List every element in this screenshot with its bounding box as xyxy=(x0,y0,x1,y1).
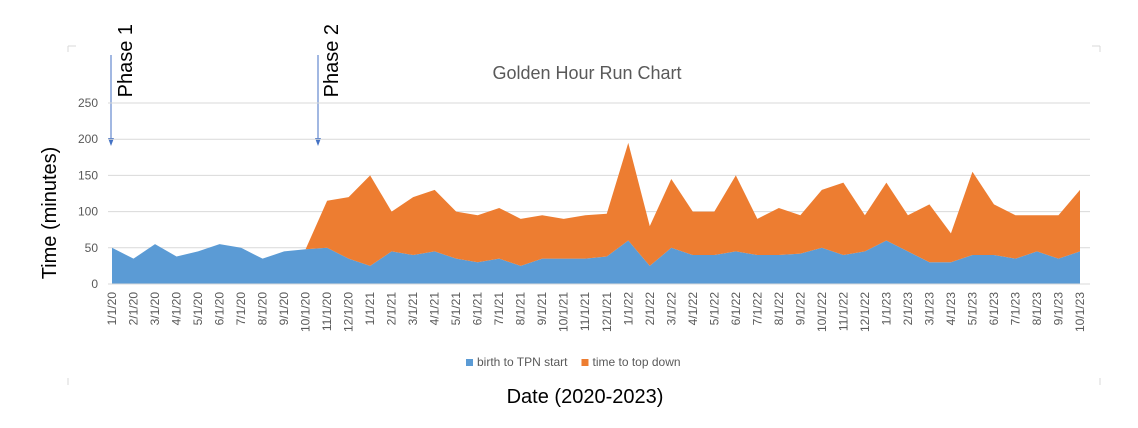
x-tick-label: 1/1/20 xyxy=(105,292,119,326)
x-tick-label: 11/1/21 xyxy=(578,292,592,331)
area xyxy=(112,142,1080,266)
x-tick-label: 5/1/23 xyxy=(965,292,979,326)
y-tick-label: 150 xyxy=(78,168,98,182)
legend-swatch xyxy=(466,359,473,366)
x-tick-label: 5/1/22 xyxy=(707,292,721,326)
x-axis-label: Date (2020-2023) xyxy=(507,386,664,408)
y-tick-label: 250 xyxy=(78,96,98,110)
x-tick-label: 9/1/20 xyxy=(277,292,291,326)
x-tick-label: 5/1/21 xyxy=(449,292,463,326)
x-tick-label: 8/1/20 xyxy=(256,292,270,326)
x-tick-label: 6/1/20 xyxy=(213,292,227,326)
phase-2-label: Phase 2 xyxy=(321,24,343,97)
x-tick-label: 2/1/20 xyxy=(127,292,141,326)
area xyxy=(112,240,1080,284)
x-tick-label: 2/1/22 xyxy=(643,292,657,326)
x-tick-label: 8/1/22 xyxy=(772,292,786,326)
x-tick-label: 11/1/22 xyxy=(836,292,850,331)
x-tick-label: 8/1/23 xyxy=(1030,292,1044,326)
x-tick-label: 6/1/22 xyxy=(729,292,743,326)
x-tick-label: 1/1/23 xyxy=(879,292,893,326)
legend-label: time to top down xyxy=(592,355,680,369)
x-tick-label: 10/1/20 xyxy=(299,292,313,332)
x-tick-label: 3/1/22 xyxy=(664,292,678,326)
phase-1-arrow xyxy=(108,55,114,146)
x-tick-label: 7/1/20 xyxy=(234,292,248,326)
x-tick-label: 7/1/22 xyxy=(750,292,764,326)
x-tick-label: 9/1/22 xyxy=(793,292,807,326)
x-tick-label: 12/1/22 xyxy=(858,292,872,332)
frame-corners xyxy=(67,45,1101,385)
x-tick-label: 3/1/21 xyxy=(406,292,420,326)
x-tick-label: 5/1/20 xyxy=(191,292,205,326)
x-tick-label: 4/1/22 xyxy=(686,292,700,326)
x-tick-label: 12/1/20 xyxy=(342,292,356,332)
x-tick-label: 1/1/22 xyxy=(621,292,635,326)
phase-1-label: Phase 1 xyxy=(115,24,137,97)
chart-title: Golden Hour Run Chart xyxy=(492,63,681,83)
x-tick-label: 9/1/23 xyxy=(1051,292,1065,326)
x-tick-label: 8/1/21 xyxy=(514,292,528,326)
legend-label: birth to TPN start xyxy=(477,355,568,369)
x-tick-label: 10/1/21 xyxy=(557,292,571,332)
x-tick-label: 4/1/20 xyxy=(170,292,184,326)
y-tick-label: 200 xyxy=(78,132,98,146)
x-tick-label: 10/1/23 xyxy=(1073,292,1087,332)
x-tick-label: 12/1/21 xyxy=(600,292,614,332)
x-tick-label: 11/1/20 xyxy=(320,292,334,331)
x-tick-label: 2/1/21 xyxy=(385,292,399,326)
phase-2-arrow xyxy=(315,55,321,146)
x-tick-label: 7/1/21 xyxy=(492,292,506,326)
y-tick-label: 100 xyxy=(78,205,98,219)
x-tick-label: 4/1/21 xyxy=(428,292,442,326)
y-axis-label: Time (minutes) xyxy=(39,147,61,280)
x-tick-label: 4/1/23 xyxy=(944,292,958,326)
x-tick-label: 9/1/21 xyxy=(535,292,549,326)
y-tick-label: 50 xyxy=(85,241,99,255)
x-tick-label: 6/1/23 xyxy=(987,292,1001,326)
x-tick-label: 1/1/21 xyxy=(363,292,377,326)
x-tick-label: 7/1/23 xyxy=(1008,292,1022,326)
x-tick-label: 10/1/22 xyxy=(815,292,829,332)
x-tick-label: 3/1/20 xyxy=(148,292,162,326)
x-tick-label: 2/1/23 xyxy=(901,292,915,326)
legend-swatch xyxy=(581,359,589,366)
x-tick-label: 3/1/23 xyxy=(922,292,936,326)
x-tick-label: 6/1/21 xyxy=(471,292,485,326)
y-tick-label: 0 xyxy=(91,277,98,291)
